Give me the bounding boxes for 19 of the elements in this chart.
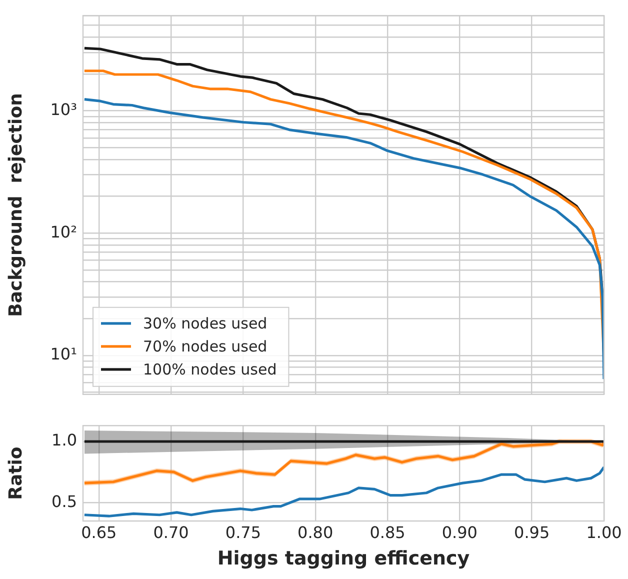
x-tick-label: 0.80 [298, 522, 334, 542]
x-tick-label: 1.00 [586, 522, 622, 542]
x-tick-label: 0.75 [225, 522, 262, 542]
x-tick-label: 0.85 [370, 522, 406, 542]
legend-label: 70% nodes used [143, 337, 268, 356]
y-axis-title: Background rejection [5, 93, 26, 317]
y-axis-title: Ratio [5, 446, 26, 500]
x-tick-label: 0.65 [81, 522, 117, 542]
x-axis-title: Higgs tagging efficency [217, 548, 470, 570]
y-tick-label: 10¹ [50, 344, 77, 364]
x-tick-label: 0.95 [514, 522, 550, 542]
x-tick-label: 0.70 [153, 522, 189, 542]
y-tick-label: 1.0 [52, 430, 77, 450]
y-tick-label: 10³ [50, 100, 77, 119]
legend-label: 100% nodes used [143, 360, 277, 378]
y-tick-label: 0.5 [52, 492, 77, 511]
y-tick-label: 10² [50, 222, 77, 242]
legend-label: 30% nodes used [143, 314, 268, 332]
x-tick-label: 0.90 [442, 522, 478, 542]
